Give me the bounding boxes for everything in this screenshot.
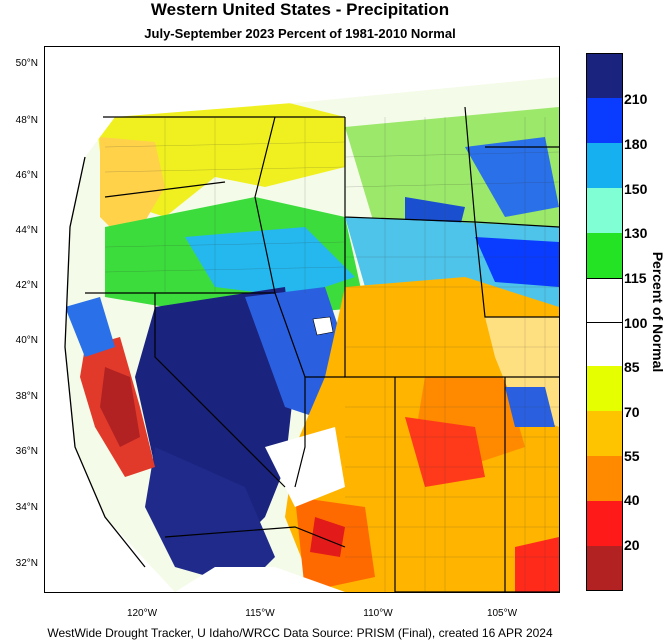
lat-label-48n: 48°N — [15, 115, 38, 126]
legend-swatch-11 — [587, 546, 622, 590]
legend-tick-210: 210 — [624, 91, 648, 107]
legend-tick-130: 130 — [624, 225, 648, 241]
legend-swatch-6 — [587, 322, 622, 367]
color-legend — [586, 53, 623, 591]
legend-swatch-5 — [587, 278, 622, 323]
precipitation-map — [44, 46, 560, 593]
lon-label-110w: 110°W — [363, 608, 393, 619]
legend-tick-150: 150 — [624, 181, 648, 197]
legend-swatch-0 — [587, 54, 622, 98]
legend-swatch-1 — [587, 98, 622, 143]
map-subtitle: July-September 2023 Percent of 1981-2010… — [144, 26, 456, 41]
lon-label-120w: 120°W — [126, 608, 158, 619]
legend-tick-180: 180 — [624, 136, 648, 152]
legend-swatch-9 — [587, 456, 622, 501]
lat-label-32n: 32°N — [15, 558, 38, 569]
legend-tick-20: 20 — [624, 537, 640, 553]
legend-swatch-3 — [587, 188, 622, 233]
legend-tick-55: 55 — [624, 448, 640, 464]
legend-tick-70: 70 — [624, 404, 640, 420]
lat-label-46n: 46°N — [15, 170, 38, 181]
lat-label-40n: 40°N — [15, 335, 38, 346]
legend-swatch-7 — [587, 366, 622, 411]
legend-tick-100: 100 — [624, 315, 648, 331]
lat-label-44n: 44°N — [15, 225, 38, 236]
legend-swatch-8 — [587, 411, 622, 456]
lat-label-36n: 36°N — [15, 446, 38, 457]
lon-label-115w: 115°W — [245, 608, 275, 619]
legend-title: Percent of Normal — [650, 251, 666, 373]
legend-tick-40: 40 — [624, 492, 640, 508]
lat-label-50n: 50°N — [15, 58, 38, 69]
lat-label-38n: 38°N — [15, 391, 38, 402]
lat-label-34n: 34°N — [15, 502, 38, 513]
legend-swatch-10 — [587, 501, 622, 546]
lat-label-42n: 42°N — [15, 280, 38, 291]
legend-swatch-4 — [587, 233, 622, 278]
legend-tick-115: 115 — [624, 270, 647, 286]
data-source-footer: WestWide Drought Tracker, U Idaho/WRCC D… — [47, 626, 553, 640]
legend-swatch-2 — [587, 143, 622, 188]
lon-label-105w: 105°W — [486, 608, 518, 619]
legend-tick-85: 85 — [624, 359, 640, 375]
map-title: Western United States - Precipitation — [150, 0, 450, 19]
